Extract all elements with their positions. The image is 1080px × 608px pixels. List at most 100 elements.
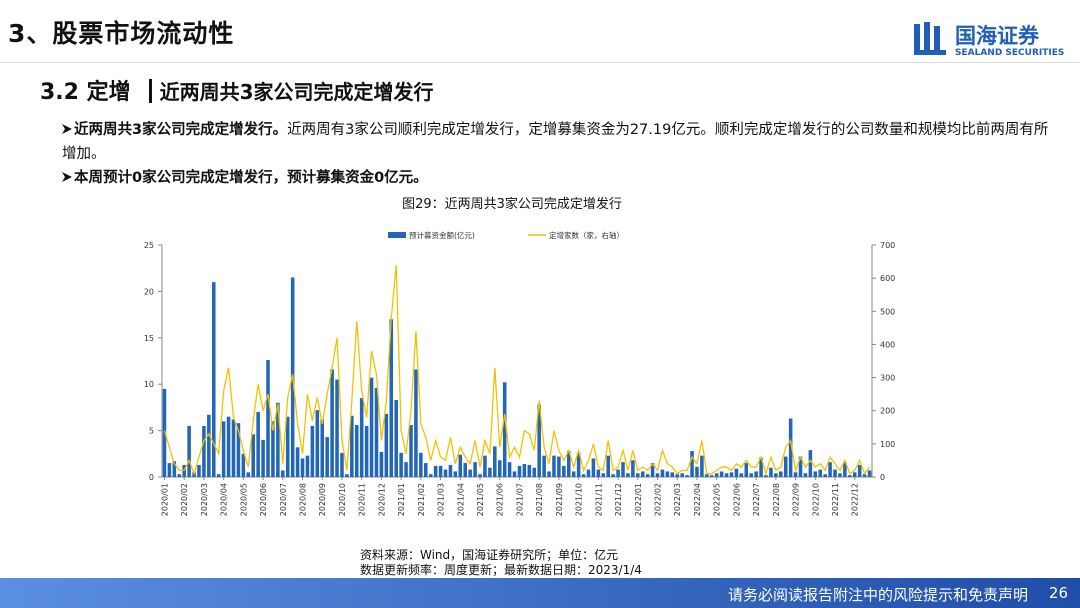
x-tick-label: 2022/05 bbox=[713, 483, 722, 516]
x-tick-label: 2022/09 bbox=[792, 483, 801, 516]
bar bbox=[315, 410, 320, 477]
legend-label: 预计募资金额(亿元) bbox=[409, 230, 475, 240]
bar bbox=[167, 463, 172, 477]
legend-swatch bbox=[388, 232, 406, 238]
bar bbox=[389, 319, 394, 477]
y2-tick-label: 700 bbox=[880, 241, 895, 250]
bar bbox=[867, 470, 872, 477]
bar bbox=[384, 413, 389, 477]
bar bbox=[611, 474, 615, 477]
y-tick-label: 20 bbox=[144, 287, 154, 296]
chart: 图29：近两周共3家公司完成定增发行 0 5 10 15 20 25 0 100 200 300 4… bbox=[144, 196, 895, 516]
bar bbox=[448, 464, 453, 477]
bar bbox=[394, 399, 398, 477]
bar bbox=[231, 419, 236, 477]
bar bbox=[325, 437, 329, 477]
bar bbox=[798, 456, 803, 477]
x-tick-label: 2021/08 bbox=[535, 483, 544, 516]
bar bbox=[379, 451, 384, 477]
section-title: 3.2 定增 近两周共3家公司完成定增发行 bbox=[40, 74, 434, 106]
bar bbox=[650, 463, 655, 477]
bar bbox=[640, 471, 645, 477]
bar bbox=[857, 464, 862, 477]
bar bbox=[354, 425, 359, 477]
x-tick-label: 2021/04 bbox=[456, 483, 465, 516]
bar bbox=[700, 455, 704, 477]
x-tick-label: 2021/12 bbox=[614, 483, 623, 516]
logo-en: SEALAND SECURITIES bbox=[955, 48, 1065, 58]
bullet: 近两周共3家公司完成定增发行。近两周有3家公司顺利完成定增发行，定增募集资金为2… bbox=[62, 118, 1052, 166]
x-tick-label: 2020/11 bbox=[358, 483, 367, 516]
x-tick-label: 2020/01 bbox=[160, 483, 169, 516]
bar bbox=[532, 467, 537, 477]
bar bbox=[281, 470, 285, 477]
bar bbox=[566, 451, 571, 477]
bar bbox=[488, 467, 492, 477]
bar bbox=[828, 462, 832, 477]
bar bbox=[606, 455, 610, 477]
bar bbox=[369, 377, 374, 477]
bar bbox=[601, 473, 606, 477]
bar bbox=[793, 472, 798, 477]
y2-tick-label: 300 bbox=[880, 374, 895, 383]
bar bbox=[359, 398, 364, 477]
x-tick-label: 2020/05 bbox=[239, 483, 248, 516]
bar bbox=[211, 282, 216, 477]
bar bbox=[433, 465, 438, 477]
bar bbox=[645, 474, 650, 477]
bar bbox=[571, 471, 576, 477]
bar bbox=[542, 455, 546, 477]
bar bbox=[414, 369, 418, 477]
bar bbox=[236, 423, 241, 477]
y2-tick-label: 100 bbox=[880, 440, 895, 449]
bar bbox=[833, 469, 837, 477]
x-tick-label: 2022/04 bbox=[693, 483, 702, 516]
bar bbox=[552, 455, 556, 477]
y-tick-label: 5 bbox=[149, 427, 154, 436]
bar bbox=[399, 452, 403, 477]
line bbox=[163, 264, 871, 476]
bar bbox=[502, 382, 507, 477]
x-tick-label: 2021/01 bbox=[397, 483, 406, 516]
bar bbox=[266, 360, 270, 477]
x-tick-label: 2020/04 bbox=[220, 483, 229, 516]
bar bbox=[808, 450, 813, 477]
x-tick-label: 2020/09 bbox=[318, 483, 327, 516]
bar bbox=[774, 473, 778, 477]
bar bbox=[162, 388, 167, 477]
bar bbox=[295, 447, 300, 477]
bar bbox=[680, 473, 684, 477]
bar bbox=[709, 475, 714, 477]
source: 资料来源：Wind，国海证券研究所；单位：亿元 数据更新频率：周度更新；最新数据日… bbox=[360, 548, 642, 578]
section-subtitle: 近两周共3家公司完成定增发行 bbox=[159, 80, 434, 104]
bar bbox=[256, 412, 260, 477]
bar bbox=[621, 462, 625, 477]
y2-tick-label: 600 bbox=[880, 274, 895, 283]
x-tick-label: 2021/07 bbox=[515, 483, 524, 516]
bullet: 本周预计0家公司完成定增发行，预计募集资金0亿元。 bbox=[62, 166, 1052, 190]
bar bbox=[670, 472, 675, 477]
x-tick-label: 2021/03 bbox=[437, 483, 446, 516]
x-tick-label: 2021/06 bbox=[496, 483, 505, 516]
bar bbox=[764, 475, 768, 477]
x-tick-label: 2020/07 bbox=[279, 483, 288, 516]
bar bbox=[428, 474, 433, 477]
x-tick-label: 2022/03 bbox=[673, 483, 682, 516]
bar bbox=[221, 421, 226, 477]
bar bbox=[695, 466, 699, 477]
bar bbox=[493, 446, 497, 477]
x-tick-label: 2021/11 bbox=[594, 483, 603, 516]
bar bbox=[616, 469, 620, 477]
chart-title: 图29：近两周共3家公司完成定增发行 bbox=[402, 196, 622, 212]
bar bbox=[404, 462, 408, 477]
bar bbox=[848, 475, 852, 477]
bar bbox=[591, 458, 596, 477]
bar bbox=[527, 464, 532, 477]
divider bbox=[0, 62, 1080, 63]
bar bbox=[483, 455, 487, 477]
bar bbox=[512, 471, 517, 477]
section-number: 3.2 定增 bbox=[40, 80, 131, 105]
separator bbox=[148, 79, 152, 103]
bar bbox=[216, 474, 221, 477]
bar bbox=[586, 469, 591, 477]
